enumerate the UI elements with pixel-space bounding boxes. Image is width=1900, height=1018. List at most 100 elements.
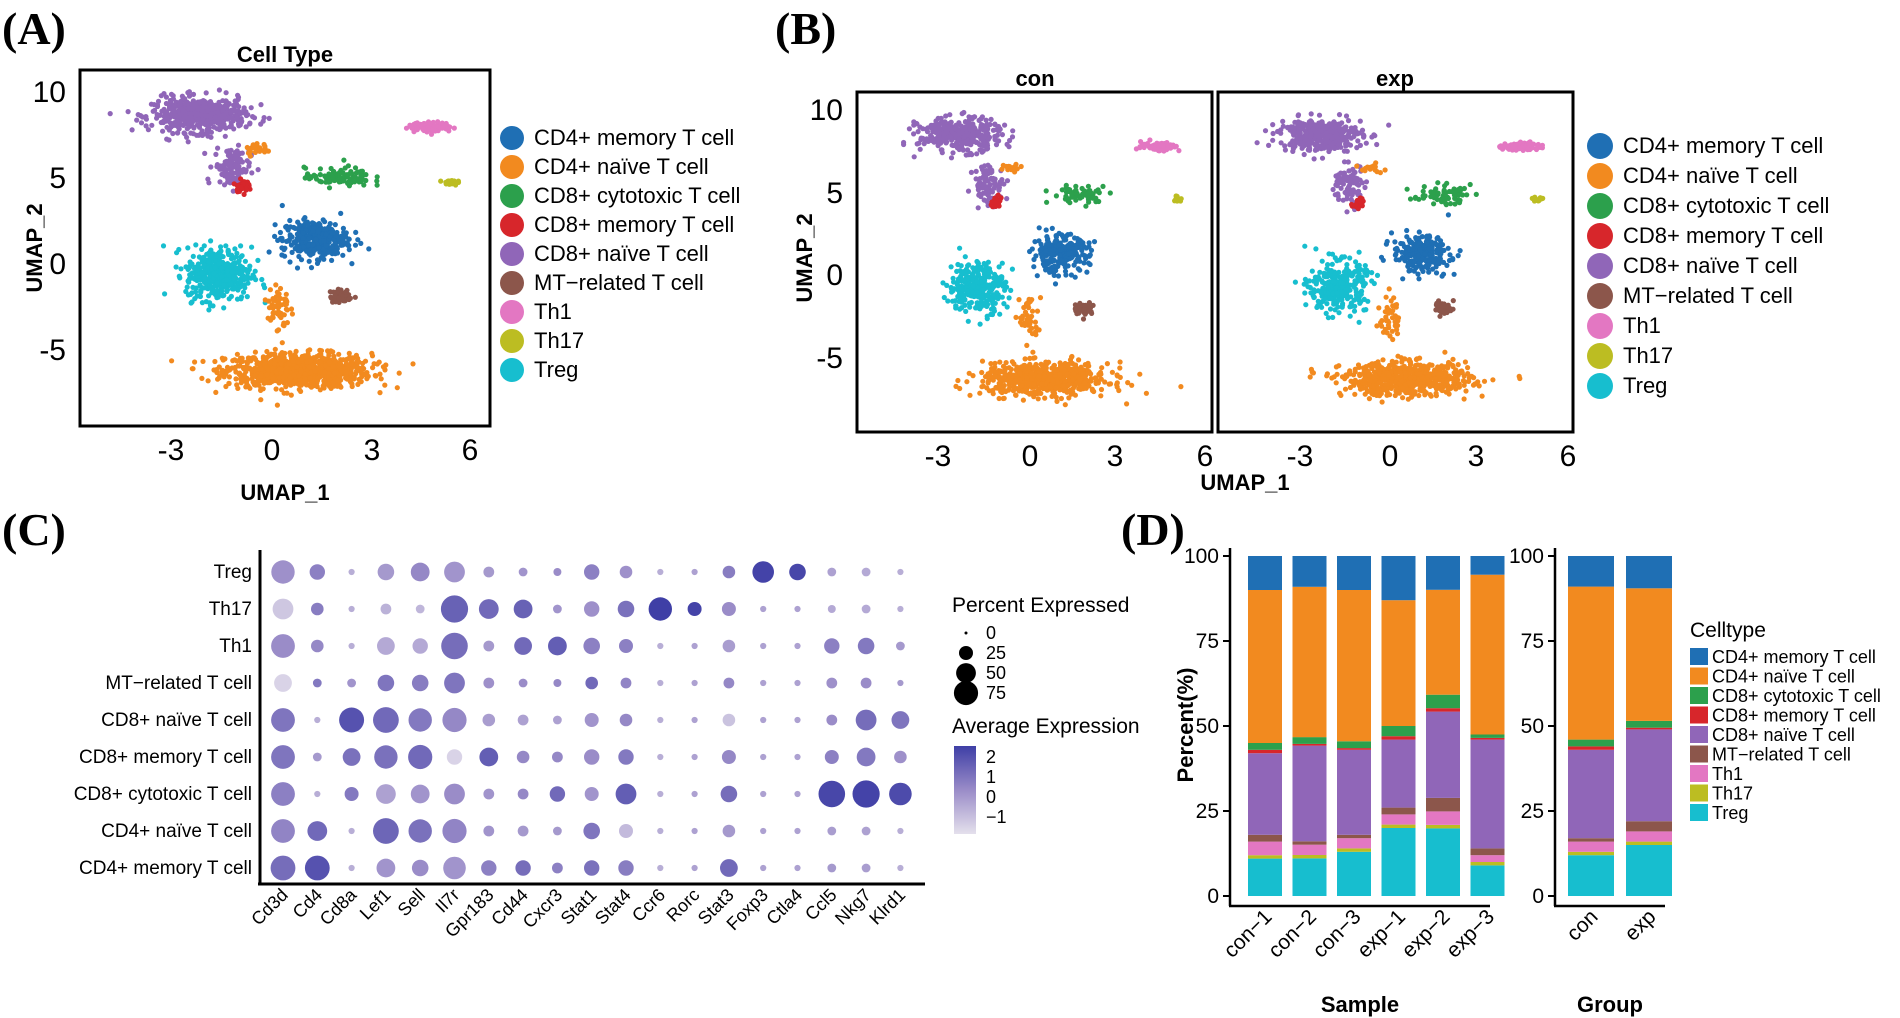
umap-point-cd4-na-ve-t-cell [1066, 361, 1072, 367]
umap-point-treg [948, 264, 954, 270]
umap-point-cd8-na-ve-t-cell [914, 141, 920, 147]
umap-point-treg [214, 280, 220, 286]
umap-point-cd4-memory-t-cell [272, 222, 278, 228]
umap-point-cd4-memory-t-cell [1062, 268, 1069, 274]
umap-point-mt-related-t-cell [1080, 316, 1087, 322]
umap-point-cd4-na-ve-t-cell [264, 371, 270, 378]
umap-point-cd4-memory-t-cell [353, 229, 359, 235]
umap-point-treg [964, 288, 970, 294]
umap-point-cd4-na-ve-t-cell [1455, 362, 1461, 368]
umap-point-cd8-na-ve-t-cell [239, 150, 245, 156]
umap-point-cd8-na-ve-t-cell [996, 187, 1002, 193]
umap-point-cd8-na-ve-t-cell [901, 141, 907, 148]
umap-point-cd4-na-ve-t-cell [272, 346, 278, 352]
umap-point-cd8-na-ve-t-cell [216, 99, 222, 105]
umap-point-treg [206, 259, 212, 265]
umap-point-treg [945, 298, 951, 304]
umap-point-cd4-memory-t-cell [329, 244, 335, 250]
umap-point-cd4-na-ve-t-cell [1003, 163, 1010, 170]
panel-a-xtick: 0 [264, 434, 281, 467]
umap-point-cd4-na-ve-t-cell [1129, 382, 1135, 388]
umap-point-cd4-na-ve-t-cell [346, 350, 352, 356]
umap-point-cd4-memory-t-cell [1071, 262, 1077, 268]
umap-point-cd8-cytotoxic-t-cell [1043, 188, 1049, 194]
umap-point-treg [221, 292, 227, 298]
umap-point-cd4-na-ve-t-cell [306, 364, 312, 370]
umap-point-cd4-na-ve-t-cell [1098, 393, 1104, 399]
umap-point-cd4-memory-t-cell [1066, 251, 1072, 257]
umap-point-cd8-cytotoxic-t-cell [341, 157, 347, 163]
umap-point-cd4-na-ve-t-cell [377, 371, 383, 377]
umap-point-cd4-memory-t-cell [1065, 263, 1071, 269]
umap-point-treg [959, 305, 965, 311]
umap-point-cd4-na-ve-t-cell [217, 373, 223, 379]
umap-point-cd4-na-ve-t-cell [1347, 368, 1353, 374]
umap-point-cd4-na-ve-t-cell [362, 358, 369, 364]
umap-point-treg [223, 243, 229, 249]
umap-point-cd8-na-ve-t-cell [992, 176, 998, 182]
umap-point-treg [202, 285, 208, 291]
umap-point-cd8-na-ve-t-cell [942, 119, 948, 125]
umap-point-cd8-na-ve-t-cell [184, 134, 190, 140]
umap-point-cd4-memory-t-cell [340, 225, 346, 231]
umap-point-cd8-cytotoxic-t-cell [338, 178, 344, 185]
umap-point-cd4-memory-t-cell [1027, 248, 1033, 255]
umap-point-cd4-memory-t-cell [325, 249, 331, 255]
umap-point-cd4-na-ve-t-cell [330, 349, 336, 355]
umap-point-cd8-cytotoxic-t-cell [361, 182, 367, 188]
umap-point-treg [949, 286, 955, 292]
umap-point-cd8-na-ve-t-cell [948, 155, 955, 161]
umap-point-cd4-na-ve-t-cell [288, 392, 294, 398]
umap-point-cd8-na-ve-t-cell [188, 130, 194, 136]
umap-point-treg [193, 242, 199, 248]
umap-point-treg [223, 261, 229, 268]
umap-point-cd8-na-ve-t-cell [230, 170, 236, 176]
umap-point-th1 [1138, 139, 1144, 145]
umap-point-mt-related-t-cell [347, 295, 353, 301]
umap-point-cd8-na-ve-t-cell [215, 145, 221, 151]
umap-point-cd8-na-ve-t-cell [191, 104, 197, 110]
umap-point-cd4-memory-t-cell [1083, 245, 1089, 251]
umap-point-cd4-memory-t-cell [300, 235, 306, 241]
umap-point-cd4-na-ve-t-cell [244, 359, 250, 365]
umap-point-cd4-na-ve-t-cell [1029, 370, 1035, 376]
umap-point-treg [231, 260, 237, 266]
umap-point-cd8-na-ve-t-cell [983, 189, 990, 196]
umap-point-cd4-na-ve-t-cell [1061, 367, 1068, 373]
umap-point-cd8-na-ve-t-cell [229, 115, 235, 121]
umap-point-cd4-na-ve-t-cell [1380, 357, 1386, 363]
umap-point-cd8-na-ve-t-cell [228, 122, 234, 128]
umap-point-cd4-memory-t-cell [307, 252, 314, 258]
umap-point-cd8-cytotoxic-t-cell [1095, 187, 1101, 193]
umap-point-cd4-na-ve-t-cell [238, 376, 244, 382]
umap-point-treg [224, 277, 230, 283]
umap-point-cd8-cytotoxic-t-cell [1088, 190, 1094, 196]
umap-point-treg [978, 303, 984, 309]
umap-point-cd4-na-ve-t-cell [274, 402, 280, 408]
umap-point-cd8-na-ve-t-cell [947, 134, 953, 140]
umap-point-treg [961, 292, 967, 298]
umap-point-treg [226, 251, 232, 257]
umap-point-cd4-na-ve-t-cell [273, 386, 279, 392]
umap-point-cd8-na-ve-t-cell [924, 136, 930, 142]
panel-a-ytick: 0 [49, 248, 66, 281]
umap-point-cd4-na-ve-t-cell [1435, 364, 1441, 370]
umap-point-cd4-na-ve-t-cell [1433, 390, 1439, 396]
legend-key-cd4-memory-t-cell [500, 126, 524, 150]
umap-point-cd8-na-ve-t-cell [198, 131, 204, 137]
umap-point-cd8-na-ve-t-cell [190, 91, 197, 97]
umap-point-cd4-na-ve-t-cell [1030, 366, 1036, 372]
panel-label-a: (A) [2, 3, 66, 54]
umap-point-cd4-na-ve-t-cell [1013, 314, 1019, 320]
umap-point-cd8-na-ve-t-cell [999, 132, 1006, 138]
umap-point-cd4-na-ve-t-cell [345, 362, 352, 368]
umap-point-cd8-na-ve-t-cell [915, 129, 921, 135]
umap-point-cd4-na-ve-t-cell [1517, 375, 1523, 382]
umap-point-cd8-na-ve-t-cell [947, 112, 953, 118]
umap-point-cd8-cytotoxic-t-cell [374, 174, 380, 180]
umap-point-treg [975, 294, 982, 300]
umap-point-treg [201, 275, 208, 281]
umap-point-cd4-na-ve-t-cell [378, 376, 384, 382]
umap-point-cd4-na-ve-t-cell [264, 348, 270, 355]
umap-point-cd4-na-ve-t-cell [990, 377, 996, 383]
